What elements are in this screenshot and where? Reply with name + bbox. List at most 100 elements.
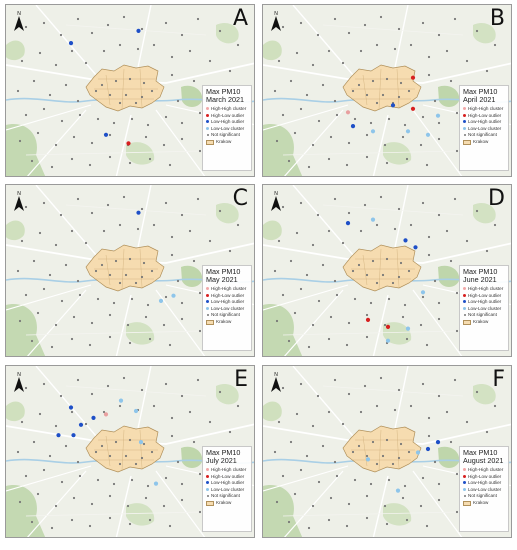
grey-station-point — [114, 259, 118, 263]
grey-station-point — [317, 299, 321, 303]
grey-station-point — [112, 482, 116, 486]
panel-letter: E — [234, 367, 248, 392]
grey-station-point — [437, 317, 441, 321]
legend-high-high: High-High cluster — [463, 467, 506, 472]
grey-station-point — [281, 25, 285, 29]
grey-station-point — [76, 99, 80, 103]
grey-station-point — [329, 496, 333, 500]
grey-station-point — [475, 390, 479, 394]
grey-station-point — [164, 382, 168, 386]
legend-title-line1: Max PM10 — [463, 448, 498, 457]
significant-station-point — [103, 132, 109, 137]
grey-station-point — [449, 259, 453, 263]
grey-station-point — [405, 157, 409, 161]
grey-station-point — [397, 95, 401, 99]
grey-station-point — [84, 241, 88, 245]
legend-not-significant: Not significant — [206, 312, 249, 317]
grey-station-point — [164, 115, 168, 119]
grey-station-point — [287, 339, 291, 343]
grey-station-point — [371, 440, 375, 444]
grey-station-point — [421, 476, 425, 480]
grey-station-point — [144, 496, 148, 500]
grey-station-point — [192, 79, 196, 83]
legend-krakow: Krakow — [463, 319, 506, 326]
grey-station-point — [148, 518, 152, 522]
grey-station-point — [345, 524, 349, 528]
legend-high-low: High-Low outlier — [206, 474, 249, 479]
grey-station-point — [162, 504, 166, 508]
grey-station-point — [42, 21, 46, 25]
grey-station-point — [170, 235, 174, 239]
significant-station-point — [435, 113, 441, 118]
grey-station-point — [293, 131, 297, 135]
grey-station-point — [118, 404, 122, 408]
grey-station-point — [198, 291, 202, 295]
grey-station-point — [347, 321, 351, 325]
grey-station-point — [54, 243, 58, 247]
grey-station-point — [180, 394, 184, 398]
grey-station-point — [305, 273, 309, 277]
legend-title-line1: Max PM10 — [206, 448, 241, 457]
significant-station-point — [395, 488, 401, 493]
grey-station-point — [42, 107, 46, 111]
north-arrow: N — [12, 370, 26, 394]
grey-station-point — [295, 51, 299, 55]
grey-station-point — [409, 43, 413, 47]
grey-station-point — [192, 259, 196, 263]
grey-station-point — [38, 231, 42, 235]
grey-station-point — [140, 388, 144, 392]
significant-station-point — [413, 245, 418, 250]
grey-station-point — [76, 460, 80, 464]
grey-station-point — [142, 81, 146, 85]
grey-station-point — [327, 229, 331, 233]
legend-title-line1: Max PM10 — [463, 87, 498, 96]
grey-station-point — [170, 416, 174, 420]
grey-station-point — [383, 143, 387, 147]
grey-station-point — [90, 211, 94, 215]
significant-station-point — [56, 433, 61, 438]
significant-station-point — [410, 75, 416, 80]
grey-station-point — [427, 235, 431, 239]
grey-station-point — [365, 133, 369, 137]
legend-title-line1: Max PM10 — [206, 267, 241, 276]
grey-station-point — [42, 287, 46, 291]
grey-station-point — [192, 440, 196, 444]
map-panel-e: N E Max PM10 July 2021 High-High cluster… — [5, 365, 255, 538]
grey-station-point — [59, 394, 63, 398]
grey-station-point — [365, 155, 369, 159]
grey-station-point — [333, 197, 337, 201]
grey-station-point — [176, 99, 180, 103]
map-panel-f: N F Max PM10 August 2021 High-High clust… — [262, 365, 512, 538]
grey-station-point — [379, 376, 383, 380]
grey-station-point — [281, 113, 285, 117]
grey-station-point — [128, 77, 132, 81]
grey-station-point — [387, 478, 391, 482]
grey-station-point — [275, 319, 279, 323]
grey-station-point — [60, 119, 64, 123]
krakow-area — [342, 425, 422, 473]
grey-station-point — [134, 281, 138, 285]
north-arrow: N — [269, 189, 283, 213]
grey-station-point — [379, 195, 383, 199]
grey-station-point — [341, 241, 345, 245]
grey-station-point — [365, 454, 369, 458]
legend-low-low: Low-Low cluster — [463, 306, 506, 311]
grey-station-point — [150, 450, 154, 454]
legend-low-high: Low-High outlier — [463, 119, 506, 124]
grey-station-point — [126, 504, 130, 508]
grey-station-point — [118, 101, 122, 105]
grey-station-point — [335, 113, 339, 117]
grey-station-point — [399, 261, 403, 265]
significant-station-point — [365, 317, 371, 322]
grey-station-point — [70, 49, 74, 53]
grey-station-point — [311, 243, 315, 247]
significant-station-point — [103, 412, 109, 417]
grey-station-point — [365, 93, 369, 97]
significant-points — [56, 398, 159, 486]
grey-station-point — [359, 410, 363, 414]
grey-station-point — [236, 43, 240, 47]
significant-station-point — [126, 141, 131, 146]
grey-station-point — [485, 249, 489, 253]
panel-letter: C — [232, 186, 248, 211]
grey-station-point — [453, 197, 457, 201]
